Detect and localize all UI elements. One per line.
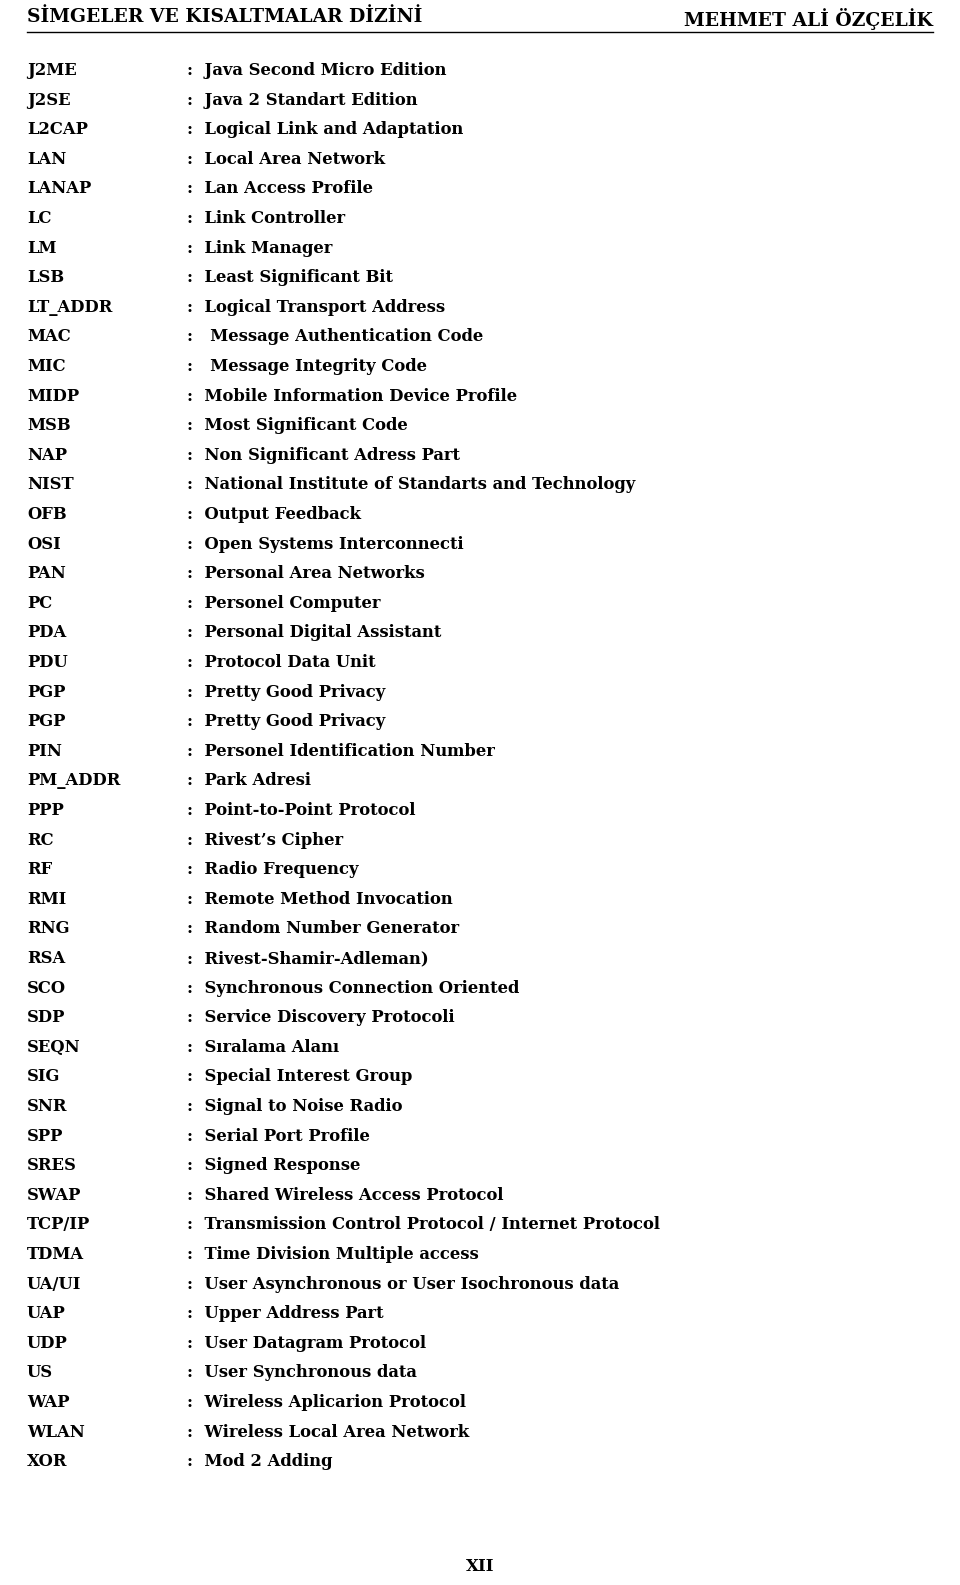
Text: PAN: PAN xyxy=(27,566,65,582)
Text: TDMA: TDMA xyxy=(27,1246,84,1263)
Text: :  Upper Address Part: : Upper Address Part xyxy=(187,1304,384,1322)
Text: :  Open Systems Interconnecti: : Open Systems Interconnecti xyxy=(187,536,464,553)
Text: :  Random Number Generator: : Random Number Generator xyxy=(187,921,459,937)
Text: :  Local Area Network: : Local Area Network xyxy=(187,151,385,168)
Text: :  Logical Transport Address: : Logical Transport Address xyxy=(187,300,445,315)
Text: PPP: PPP xyxy=(27,802,63,819)
Text: :  User Synchronous data: : User Synchronous data xyxy=(187,1365,417,1382)
Text: PDA: PDA xyxy=(27,624,66,642)
Text: :  Transmission Control Protocol / Internet Protocol: : Transmission Control Protocol / Intern… xyxy=(187,1216,660,1233)
Text: SIG: SIG xyxy=(27,1068,60,1086)
Text: :  Link Manager: : Link Manager xyxy=(187,239,332,257)
Text: :  Signed Response: : Signed Response xyxy=(187,1157,361,1174)
Text: LT_ADDR: LT_ADDR xyxy=(27,300,112,315)
Text: PGP: PGP xyxy=(27,713,65,731)
Text: MAC: MAC xyxy=(27,328,71,346)
Text: :  Least Significant Bit: : Least Significant Bit xyxy=(187,269,394,287)
Text: :  Signal to Noise Radio: : Signal to Noise Radio xyxy=(187,1098,402,1114)
Text: MIDP: MIDP xyxy=(27,388,79,404)
Text: :  National Institute of Standarts and Technology: : National Institute of Standarts and Te… xyxy=(187,477,636,493)
Text: MEHMET ALİ ÖZÇELİK: MEHMET ALİ ÖZÇELİK xyxy=(684,8,933,30)
Text: :  User Datagram Protocol: : User Datagram Protocol xyxy=(187,1335,426,1352)
Text: J2ME: J2ME xyxy=(27,62,77,79)
Text: SCO: SCO xyxy=(27,980,66,997)
Text: :  Most Significant Code: : Most Significant Code xyxy=(187,417,408,434)
Text: UAP: UAP xyxy=(27,1304,65,1322)
Text: SRES: SRES xyxy=(27,1157,77,1174)
Text: :  Non Significant Adress Part: : Non Significant Adress Part xyxy=(187,447,460,464)
Text: :  Wireless Aplicarion Protocol: : Wireless Aplicarion Protocol xyxy=(187,1393,467,1411)
Text: SİMGELER VE KISALTMALAR DİZİNİ: SİMGELER VE KISALTMALAR DİZİNİ xyxy=(27,8,422,25)
Text: :  Logical Link and Adaptation: : Logical Link and Adaptation xyxy=(187,120,464,138)
Text: :  Sıralama Alanı: : Sıralama Alanı xyxy=(187,1038,339,1056)
Text: PIN: PIN xyxy=(27,743,61,759)
Text: PC: PC xyxy=(27,594,52,612)
Text: J2SE: J2SE xyxy=(27,92,70,109)
Text: :  Output Feedback: : Output Feedback xyxy=(187,506,361,523)
Text: SNR: SNR xyxy=(27,1098,67,1114)
Text: :  User Asynchronous or User Isochronous data: : User Asynchronous or User Isochronous … xyxy=(187,1276,619,1293)
Text: PM_ADDR: PM_ADDR xyxy=(27,772,120,789)
Text: :  Rivest-Shamir-Adleman): : Rivest-Shamir-Adleman) xyxy=(187,949,429,967)
Text: SWAP: SWAP xyxy=(27,1187,82,1203)
Text: SPP: SPP xyxy=(27,1127,63,1144)
Text: :  Pretty Good Privacy: : Pretty Good Privacy xyxy=(187,683,386,701)
Text: :  Remote Method Invocation: : Remote Method Invocation xyxy=(187,891,453,908)
Text: PGP: PGP xyxy=(27,683,65,701)
Text: SDP: SDP xyxy=(27,1010,65,1025)
Text: :  Personel Computer: : Personel Computer xyxy=(187,594,381,612)
Text: :  Mod 2 Adding: : Mod 2 Adding xyxy=(187,1453,333,1471)
Text: :  Wireless Local Area Network: : Wireless Local Area Network xyxy=(187,1423,469,1441)
Text: MIC: MIC xyxy=(27,358,65,376)
Text: :  Park Adresi: : Park Adresi xyxy=(187,772,311,789)
Text: US: US xyxy=(27,1365,53,1382)
Text: LANAP: LANAP xyxy=(27,181,91,198)
Text: :  Mobile Information Device Profile: : Mobile Information Device Profile xyxy=(187,388,517,404)
Text: :  Personel Identification Number: : Personel Identification Number xyxy=(187,743,495,759)
Text: LC: LC xyxy=(27,209,52,227)
Text: LSB: LSB xyxy=(27,269,64,287)
Text: :  Point-to-Point Protocol: : Point-to-Point Protocol xyxy=(187,802,416,819)
Text: OSI: OSI xyxy=(27,536,60,553)
Text: PDU: PDU xyxy=(27,655,67,670)
Text: :  Java 2 Standart Edition: : Java 2 Standart Edition xyxy=(187,92,418,109)
Text: :  Special Interest Group: : Special Interest Group xyxy=(187,1068,413,1086)
Text: :  Pretty Good Privacy: : Pretty Good Privacy xyxy=(187,713,386,731)
Text: XII: XII xyxy=(466,1558,494,1575)
Text: :  Serial Port Profile: : Serial Port Profile xyxy=(187,1127,370,1144)
Text: NIST: NIST xyxy=(27,477,74,493)
Text: MSB: MSB xyxy=(27,417,70,434)
Text: :  Java Second Micro Edition: : Java Second Micro Edition xyxy=(187,62,446,79)
Text: :  Time Division Multiple access: : Time Division Multiple access xyxy=(187,1246,479,1263)
Text: :  Personal Digital Assistant: : Personal Digital Assistant xyxy=(187,624,442,642)
Text: RNG: RNG xyxy=(27,921,69,937)
Text: RSA: RSA xyxy=(27,949,65,967)
Text: :  Synchronous Connection Oriented: : Synchronous Connection Oriented xyxy=(187,980,519,997)
Text: XOR: XOR xyxy=(27,1453,67,1471)
Text: OFB: OFB xyxy=(27,506,66,523)
Text: :   Message Authentication Code: : Message Authentication Code xyxy=(187,328,484,346)
Text: WAP: WAP xyxy=(27,1393,69,1411)
Text: UA/UI: UA/UI xyxy=(27,1276,82,1293)
Text: LM: LM xyxy=(27,239,57,257)
Text: WLAN: WLAN xyxy=(27,1423,84,1441)
Text: LAN: LAN xyxy=(27,151,66,168)
Text: :  Radio Frequency: : Radio Frequency xyxy=(187,861,359,878)
Text: NAP: NAP xyxy=(27,447,67,464)
Text: UDP: UDP xyxy=(27,1335,67,1352)
Text: RC: RC xyxy=(27,832,54,848)
Text: TCP/IP: TCP/IP xyxy=(27,1216,90,1233)
Text: :  Lan Access Profile: : Lan Access Profile xyxy=(187,181,373,198)
Text: :  Personal Area Networks: : Personal Area Networks xyxy=(187,566,425,582)
Text: :  Protocol Data Unit: : Protocol Data Unit xyxy=(187,655,375,670)
Text: L2CAP: L2CAP xyxy=(27,120,87,138)
Text: :  Service Discovery Protocoli: : Service Discovery Protocoli xyxy=(187,1010,455,1025)
Text: RMI: RMI xyxy=(27,891,66,908)
Text: :  Rivest’s Cipher: : Rivest’s Cipher xyxy=(187,832,344,848)
Text: :  Shared Wireless Access Protocol: : Shared Wireless Access Protocol xyxy=(187,1187,504,1203)
Text: SEQN: SEQN xyxy=(27,1038,81,1056)
Text: RF: RF xyxy=(27,861,52,878)
Text: :   Message Integrity Code: : Message Integrity Code xyxy=(187,358,427,376)
Text: :  Link Controller: : Link Controller xyxy=(187,209,346,227)
